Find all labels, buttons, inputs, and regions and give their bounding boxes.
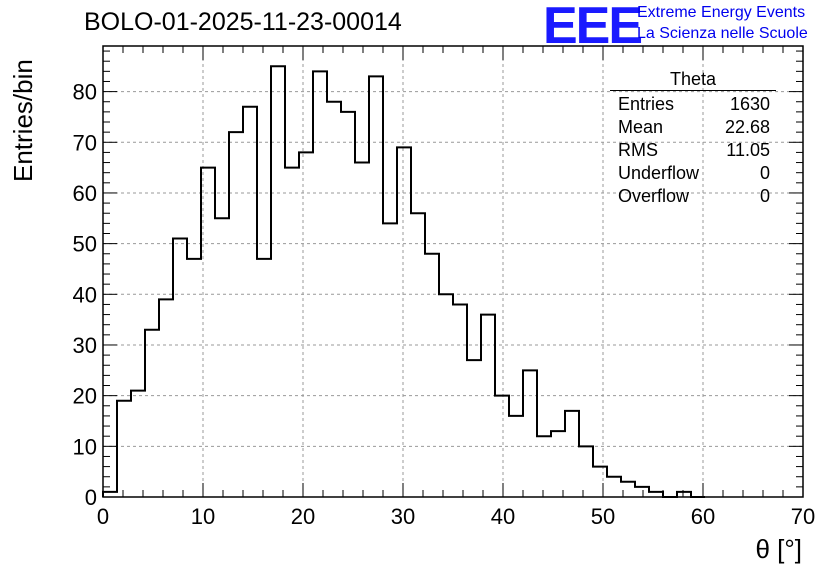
- stats-value: 11.05: [726, 140, 770, 160]
- x-tick-label: 0: [97, 504, 109, 529]
- stats-box: Theta Entries 1630 Mean 22.68 RMS 11.05 Und…: [608, 68, 778, 208]
- eee-logo: EEE: [543, 0, 643, 55]
- stats-value: 0: [759, 163, 770, 183]
- stats-value: 1630: [729, 94, 770, 114]
- y-tick-label: 80: [73, 80, 97, 105]
- x-tick-label: 30: [391, 504, 415, 529]
- logo-line-2: La Scienza nelle Scuole: [637, 25, 808, 42]
- stats-value: 22.68: [724, 117, 770, 137]
- plot-frame: [102, 45, 804, 498]
- y-tick-label: 40: [73, 282, 97, 307]
- y-tick-label: 70: [73, 130, 97, 155]
- stats-row-overflow: Overflow 0: [608, 185, 778, 208]
- stats-title: Theta: [610, 68, 776, 91]
- x-axis-title: θ [°]: [755, 534, 802, 564]
- histogram-outline: [102, 65, 705, 498]
- y-axis-title: Entries/bin: [8, 59, 38, 182]
- x-tick-label: 60: [691, 504, 715, 529]
- grid-lines: [103, 46, 803, 497]
- stats-value: 0: [759, 186, 770, 206]
- y-axis: 0 10 20 30 40 50 60 70 80: [73, 50, 803, 510]
- x-tick-label: 20: [291, 504, 315, 529]
- y-tick-label: 60: [73, 181, 97, 206]
- plot-title: BOLO-01-2025-11-23-00014: [84, 8, 402, 36]
- x-axis: 0 10 20 30 40 50 60 70: [97, 46, 815, 529]
- stats-row-mean: Mean 22.68: [608, 116, 778, 139]
- stats-label: Mean: [618, 117, 664, 137]
- x-tick-label: 40: [491, 504, 515, 529]
- stats-row-entries: Entries 1630: [608, 93, 778, 116]
- logo-line-1: Extreme Energy Events: [637, 4, 806, 21]
- stats-label: Overflow: [618, 186, 690, 206]
- y-tick-label: 0: [85, 485, 97, 510]
- y-tick-label: 10: [73, 434, 97, 459]
- stats-label: Entries: [618, 94, 675, 114]
- y-tick-label: 30: [73, 333, 97, 358]
- x-tick-label: 10: [191, 504, 215, 529]
- stats-row-rms: RMS 11.05: [608, 139, 778, 162]
- y-tick-label: 50: [73, 232, 97, 257]
- x-tick-label: 70: [791, 504, 815, 529]
- x-tick-label: 50: [591, 504, 615, 529]
- y-tick-label: 20: [73, 384, 97, 409]
- stats-label: Underflow: [618, 163, 700, 183]
- stats-row-underflow: Underflow 0: [608, 162, 778, 185]
- histogram-bars: [102, 65, 705, 498]
- stats-label: RMS: [618, 140, 658, 160]
